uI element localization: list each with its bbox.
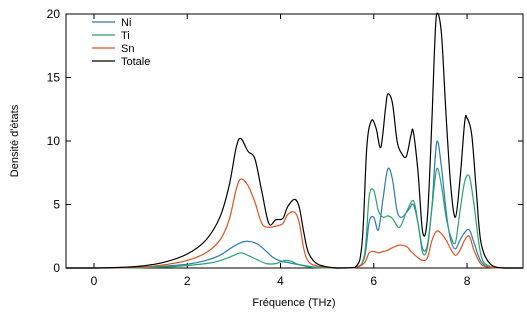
plot-frame — [65, 13, 524, 269]
x-axis-label: Fréquence (THz) — [252, 297, 335, 309]
series-line-ni — [66, 140, 523, 269]
x-tick-label: 0 — [91, 274, 98, 288]
axis-ticks: 0 2 4 6 8 0 5 10 15 20 — [47, 7, 523, 288]
legend-label-ni: Ni — [121, 17, 131, 29]
legend-label-ti: Ti — [121, 30, 130, 42]
series-line-totale — [66, 12, 523, 269]
x-tick-label: 8 — [464, 274, 471, 288]
series-line-sn — [66, 178, 523, 269]
y-tick-label: 10 — [47, 134, 61, 148]
legend-label-totale: Totale — [121, 56, 150, 68]
series-line-ti — [66, 167, 523, 269]
legend-label-sn: Sn — [121, 43, 134, 55]
y-axis-label: Densité d'états — [9, 104, 21, 177]
y-tick-label: 5 — [53, 198, 60, 212]
y-tick-label: 0 — [53, 261, 60, 275]
y-tick-label: 20 — [47, 7, 61, 21]
y-tick-label: 15 — [47, 71, 61, 85]
series-lines — [66, 12, 523, 269]
x-tick-label: 2 — [184, 274, 191, 288]
x-tick-label: 4 — [277, 274, 284, 288]
x-tick-label: 6 — [370, 274, 377, 288]
